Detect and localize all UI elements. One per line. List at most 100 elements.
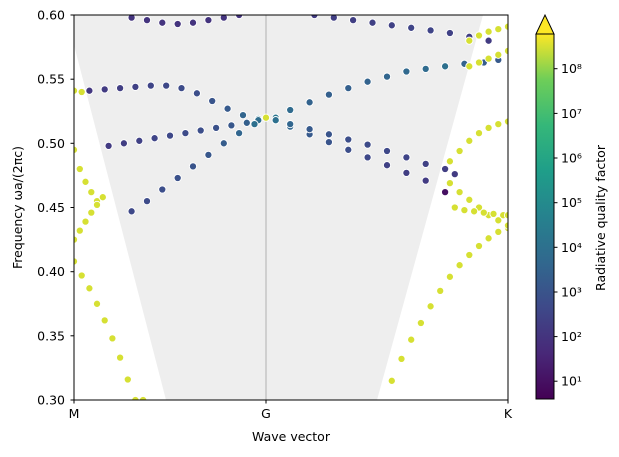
band-point <box>208 96 217 106</box>
band-point <box>173 173 182 183</box>
band-point <box>85 86 94 95</box>
band-point <box>119 139 128 148</box>
y-tick-label: 0.40 <box>37 264 65 279</box>
band-point <box>441 188 450 197</box>
colorbar-tick-label: 10⁵ <box>561 195 582 210</box>
band-point <box>135 136 144 145</box>
band-point <box>196 126 205 135</box>
band-point <box>484 234 493 243</box>
band-point <box>77 271 86 280</box>
band-point <box>142 197 152 206</box>
band-point <box>460 206 469 215</box>
band-point <box>261 113 271 122</box>
band-point <box>426 302 435 311</box>
band-point <box>402 168 411 177</box>
band-point <box>81 217 90 226</box>
band-point <box>127 207 136 216</box>
band-point <box>77 87 86 97</box>
y-tick-label: 0.60 <box>37 8 65 23</box>
band-point <box>494 227 503 236</box>
y-tick-label: 0.30 <box>37 393 65 408</box>
band-point <box>204 150 213 159</box>
x-tick-label-m: M <box>69 406 80 421</box>
x-axis: M G K Wave vector <box>69 400 513 444</box>
band-point <box>219 15 228 22</box>
band-point <box>188 18 198 27</box>
x-tick-label-g: G <box>261 406 271 421</box>
band-point <box>407 335 416 344</box>
band-point <box>445 179 454 188</box>
band-point <box>116 353 125 362</box>
scatter-points <box>74 15 508 400</box>
band-point <box>100 316 109 325</box>
band-point <box>223 104 232 113</box>
colorbar-label: Radiative quality factor <box>593 144 608 291</box>
band-point <box>104 141 113 150</box>
band-point <box>310 15 319 20</box>
band-point <box>158 18 167 27</box>
band-point <box>445 28 454 38</box>
band-point <box>494 25 503 34</box>
band-point <box>387 21 396 30</box>
band-point <box>271 116 280 125</box>
band-point <box>436 286 445 295</box>
colorbar-extend-arrow <box>535 13 555 35</box>
band-point <box>421 64 430 73</box>
band-point <box>250 120 259 129</box>
band-point <box>465 250 474 260</box>
band-point <box>421 159 430 168</box>
colorbar-tick-label: 10² <box>561 329 582 344</box>
band-point <box>344 84 353 93</box>
band-point <box>470 207 479 216</box>
band-point <box>387 376 396 385</box>
band-point <box>192 89 201 98</box>
band-point <box>212 123 221 132</box>
band-point <box>305 125 314 134</box>
light-cone <box>74 15 483 400</box>
band-point <box>363 140 372 149</box>
colorbar-tick-label: 10⁸ <box>561 61 582 76</box>
band-point <box>484 54 493 63</box>
band-point <box>177 84 186 93</box>
band-point <box>188 162 198 171</box>
band-point <box>494 50 503 59</box>
band-point <box>204 16 213 25</box>
colorbar-tick-label: 10⁶ <box>561 151 582 166</box>
band-point <box>92 200 102 209</box>
band-point <box>142 16 152 25</box>
y-tick-label: 0.45 <box>37 200 65 215</box>
band-point <box>123 375 132 384</box>
colorbar-tick-label: 10⁴ <box>561 240 582 255</box>
band-point <box>402 67 411 76</box>
band-point <box>286 105 295 115</box>
band-point <box>479 208 488 217</box>
band-point <box>382 146 392 156</box>
band-point <box>465 62 474 71</box>
band-point <box>474 129 484 138</box>
band-point <box>455 146 464 156</box>
band-point <box>116 84 125 93</box>
band-point <box>465 36 474 45</box>
band-point <box>324 138 333 147</box>
band-point <box>363 77 372 86</box>
band-point <box>494 216 503 225</box>
band-point <box>344 145 353 154</box>
band-point <box>127 15 136 22</box>
band-point <box>85 284 94 293</box>
band-point <box>455 188 464 197</box>
band-point <box>382 72 392 81</box>
band-point <box>286 120 295 129</box>
band-point <box>368 18 377 27</box>
band-point <box>146 81 155 90</box>
band-point <box>173 19 182 29</box>
band-point <box>75 226 84 235</box>
band-point <box>98 193 107 202</box>
band-point <box>235 15 244 20</box>
band-point <box>349 16 358 25</box>
y-axis: 0.30 0.35 0.40 0.45 0.50 0.55 0.60 Frequ… <box>10 8 74 408</box>
band-point <box>324 90 333 99</box>
band-point <box>219 139 228 148</box>
band-point <box>445 272 454 281</box>
